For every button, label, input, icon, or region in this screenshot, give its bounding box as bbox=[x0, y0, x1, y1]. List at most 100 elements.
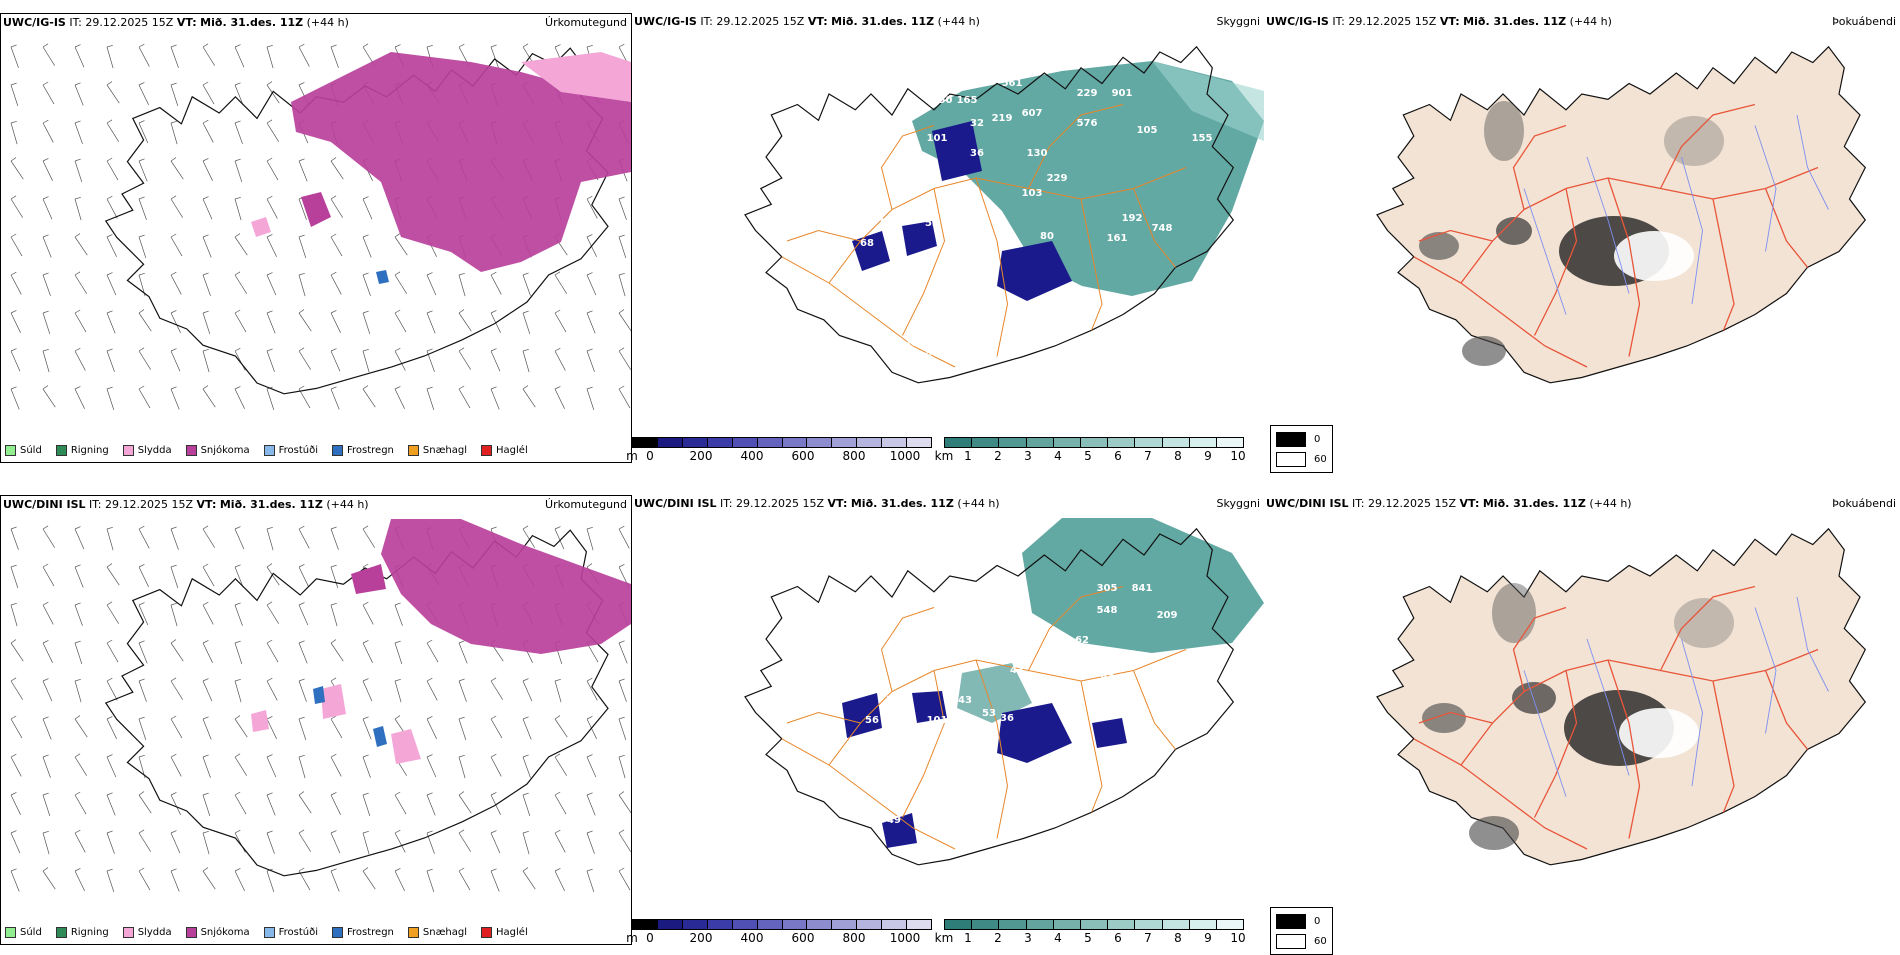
wind-barb bbox=[618, 867, 631, 891]
wind-barb bbox=[42, 678, 53, 702]
precip-legend-item: Snjókoma bbox=[185, 927, 250, 938]
legend-label: 0 bbox=[1314, 915, 1321, 927]
model-name: UWC/DINI ISL bbox=[634, 497, 717, 510]
legend-label: Rigning bbox=[70, 445, 109, 456]
wind-barb bbox=[170, 792, 181, 815]
wind-barb bbox=[266, 386, 275, 411]
wind-barb bbox=[330, 715, 343, 739]
wind-barb bbox=[298, 602, 309, 626]
colorbar-cell bbox=[1108, 920, 1136, 929]
wind-barb bbox=[522, 348, 530, 373]
cloud-panel-row1: UWC/DINI ISL IT: 29.12.2025 15Z VT: Mið.… bbox=[626, 495, 1264, 945]
wind-barb bbox=[234, 233, 248, 256]
wind-barb bbox=[10, 120, 18, 145]
wind-barb bbox=[586, 234, 597, 257]
init-label: IT: bbox=[1352, 497, 1365, 510]
colorbar-tick: 200 bbox=[689, 449, 713, 463]
legend-label: Snjókoma bbox=[200, 927, 250, 938]
model-name: UWC/IG-IS bbox=[634, 15, 697, 28]
init-label: IT: bbox=[700, 15, 713, 28]
wind-barb bbox=[234, 564, 244, 588]
wind-barb bbox=[298, 385, 311, 409]
colorbar-tick: 0 bbox=[646, 449, 654, 463]
wind-barb bbox=[138, 525, 150, 549]
cloud-base-label: 24 bbox=[892, 775, 906, 786]
fog-legend-item: 60 bbox=[1276, 449, 1327, 469]
wind-barb bbox=[10, 792, 21, 815]
wind-barb bbox=[618, 347, 631, 370]
cloud-base-label: 165 bbox=[957, 95, 978, 106]
visibility-colorbar: km 1 2 3 4 5 6 7 8 9 10 bbox=[935, 919, 1246, 945]
wind-barb bbox=[458, 309, 472, 332]
colorbar-cell bbox=[732, 438, 758, 447]
wind-barb bbox=[490, 386, 500, 410]
cloud-base-label: 229 bbox=[1077, 88, 1098, 99]
legend-label: Frostúði bbox=[278, 927, 318, 938]
init-time: 29.12.2025 15Z bbox=[736, 497, 825, 510]
wind-barb bbox=[394, 602, 403, 626]
visibility-colorbar-cells bbox=[944, 437, 1244, 448]
wind-barb bbox=[618, 234, 627, 259]
wind-barb bbox=[586, 754, 597, 778]
wind-barb bbox=[298, 272, 306, 297]
wind-barb bbox=[266, 716, 277, 739]
wind-barb bbox=[298, 564, 309, 587]
cloud-base-label: 60 bbox=[980, 580, 994, 591]
model-name: UWC/DINI ISL bbox=[1266, 497, 1349, 510]
wind-barb bbox=[138, 196, 147, 220]
wind-barb bbox=[426, 677, 438, 701]
precip-legend: Súld Rigning Slydda Snjókoma Frostúði Frostre… bbox=[5, 445, 542, 456]
wind-barb bbox=[298, 43, 310, 67]
wind-barb bbox=[170, 82, 179, 107]
legend-swatch bbox=[55, 927, 67, 938]
precip-legend-item: Rigning bbox=[55, 445, 109, 456]
lead-time: (+44 h) bbox=[937, 15, 980, 28]
wind-barb bbox=[202, 43, 215, 66]
wind-barb bbox=[74, 196, 82, 221]
fog-title-row0: UWC/IG-IS IT: 29.12.2025 15Z VT: Mið. 31… bbox=[1266, 15, 1612, 28]
colorbar-tick: 8 bbox=[1174, 449, 1182, 463]
legend-swatch bbox=[263, 927, 275, 938]
colorbar-tick: 4 bbox=[1054, 931, 1062, 945]
cloud-base-label: 901 bbox=[1112, 88, 1133, 99]
wind-barb bbox=[522, 525, 535, 548]
colorbar-tick: 600 bbox=[791, 449, 815, 463]
wind-barb bbox=[362, 310, 371, 335]
wind-barb bbox=[106, 81, 120, 104]
precip-legend-item: Snjókoma bbox=[185, 445, 250, 456]
wind-barb bbox=[42, 640, 53, 663]
cloud-base-label: 548 bbox=[1097, 605, 1118, 616]
colorbar-cell bbox=[882, 438, 908, 447]
iceland-land bbox=[1376, 45, 1867, 384]
wind-barb bbox=[554, 526, 565, 550]
wind-barb bbox=[10, 233, 23, 257]
wind-barb bbox=[170, 271, 182, 295]
fog-legend-item: 0 bbox=[1276, 911, 1327, 931]
wind-barb bbox=[234, 791, 247, 815]
colorbar-unit: m bbox=[626, 449, 638, 463]
wind-barb bbox=[202, 640, 213, 663]
legend-label: Slydda bbox=[137, 445, 172, 456]
cloud-base-label: 61 bbox=[908, 368, 922, 379]
wind-barb bbox=[458, 791, 472, 814]
legend-swatch bbox=[5, 445, 16, 456]
cloud-panel-row0: UWC/IG-IS IT: 29.12.2025 15Z VT: Mið. 31… bbox=[626, 13, 1264, 463]
wind-barb bbox=[362, 348, 370, 373]
precip-panel-row1: UWC/DINI ISL IT: 29.12.2025 15Z VT: Mið.… bbox=[0, 495, 632, 945]
cloud-base-labels: 150 165 561 229 901 607 32 219 576 105 155 101 36 130… bbox=[860, 78, 1212, 379]
legend-swatch bbox=[332, 927, 343, 938]
legend-swatch bbox=[407, 927, 419, 938]
cloud-base-label: 49 bbox=[887, 815, 901, 826]
wind-barb bbox=[522, 678, 533, 702]
wind-barb bbox=[458, 385, 471, 409]
cloud-base-label: 36 bbox=[1000, 713, 1014, 724]
precip-legend-item: Slydda bbox=[122, 927, 172, 938]
wind-barb bbox=[202, 678, 213, 702]
wind-barb bbox=[330, 526, 339, 550]
wind-barb bbox=[170, 348, 181, 372]
cloud-base-label: 157 bbox=[925, 650, 946, 661]
wind-barb bbox=[490, 792, 501, 815]
model-name: UWC/IG-IS bbox=[1266, 15, 1329, 28]
wind-barb bbox=[426, 272, 437, 296]
valid-time: Mið. 31.des. 11Z bbox=[1463, 15, 1567, 28]
